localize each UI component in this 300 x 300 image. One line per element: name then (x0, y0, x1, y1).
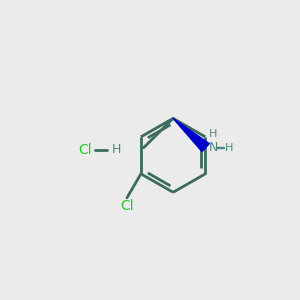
Text: H: H (225, 143, 233, 153)
Text: N: N (209, 141, 218, 154)
Text: Cl: Cl (120, 200, 134, 213)
Text: Cl: Cl (78, 143, 92, 157)
Text: H: H (209, 129, 218, 139)
Text: H: H (112, 143, 121, 157)
Polygon shape (173, 118, 209, 152)
